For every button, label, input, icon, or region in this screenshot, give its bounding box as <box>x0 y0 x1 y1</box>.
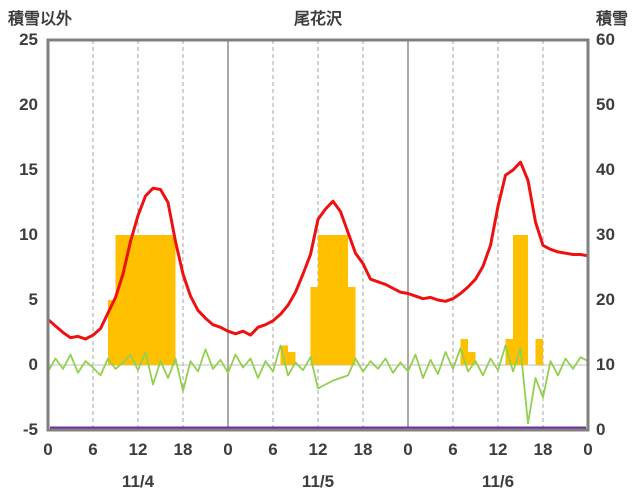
sunshine-bars <box>520 235 528 365</box>
sunshine-bars <box>123 235 131 365</box>
sunshine-bars <box>160 235 168 365</box>
temperature-line <box>46 160 590 341</box>
y-left-tick: 0 <box>28 355 38 374</box>
snowfall-line <box>47 344 589 425</box>
sunshine-bars <box>505 339 513 365</box>
sunshine-bars <box>130 235 138 365</box>
x-tick: 12 <box>488 440 508 459</box>
y-left-tick: 10 <box>19 225 38 244</box>
x-tick: 6 <box>88 440 98 459</box>
y-right-tick: 40 <box>596 160 615 179</box>
plot-border <box>46 38 590 432</box>
y-right-tick: 20 <box>596 290 615 309</box>
x-date-label: 11/6 <box>481 472 515 491</box>
sunshine-bars <box>460 339 468 365</box>
x-tick: 18 <box>533 440 553 459</box>
x-tick: 0 <box>43 440 53 459</box>
x-tick: 0 <box>583 440 593 459</box>
sunshine-bars <box>318 235 326 365</box>
sunshine-bars <box>333 235 341 365</box>
x-tick: 0 <box>403 440 413 459</box>
sunshine-bars <box>138 235 146 365</box>
sunshine-bars <box>288 352 296 365</box>
y-left-tick: 25 <box>19 30 38 49</box>
x-tick: 18 <box>173 440 193 459</box>
left-axis-title: 積雪以外 <box>8 11 73 28</box>
sunshine-bars <box>340 235 348 365</box>
x-tick: 18 <box>353 440 373 459</box>
sunshine-bars <box>348 287 356 365</box>
sunshine-bars <box>468 352 476 365</box>
y-left-tick: 5 <box>28 290 38 309</box>
sunshine-bars <box>280 345 288 365</box>
y-left-tick: 20 <box>19 95 38 114</box>
x-tick: 12 <box>128 440 148 459</box>
x-date-label: 11/4 <box>121 472 155 491</box>
x-tick: 0 <box>223 440 233 459</box>
sunshine-bars <box>145 235 153 365</box>
sunshine-bars <box>513 235 521 365</box>
x-tick: 6 <box>268 440 278 459</box>
sunshine-bars <box>310 287 318 365</box>
sunshine-bars <box>115 235 123 365</box>
sunshine-bars <box>168 235 176 365</box>
y-right-tick: 10 <box>596 355 615 374</box>
sunshine-bars <box>535 339 543 365</box>
y-right-tick: 60 <box>596 30 615 49</box>
y-left-tick: -5 <box>22 420 38 439</box>
y-right-tick: 50 <box>596 95 615 114</box>
y-left-tick: 15 <box>19 160 38 179</box>
right-axis-title: 積雪 <box>595 11 628 28</box>
y-right-tick: 30 <box>596 225 615 244</box>
y-right-tick: 0 <box>596 420 606 439</box>
sunshine-bars <box>153 235 161 365</box>
sunshine-bars <box>108 300 116 365</box>
x-date-label: 11/5 <box>301 472 335 491</box>
sunshine-bars <box>325 235 333 365</box>
x-tick: 12 <box>308 440 328 459</box>
chart-title: 尾花沢 <box>293 11 342 28</box>
x-tick: 6 <box>448 440 458 459</box>
